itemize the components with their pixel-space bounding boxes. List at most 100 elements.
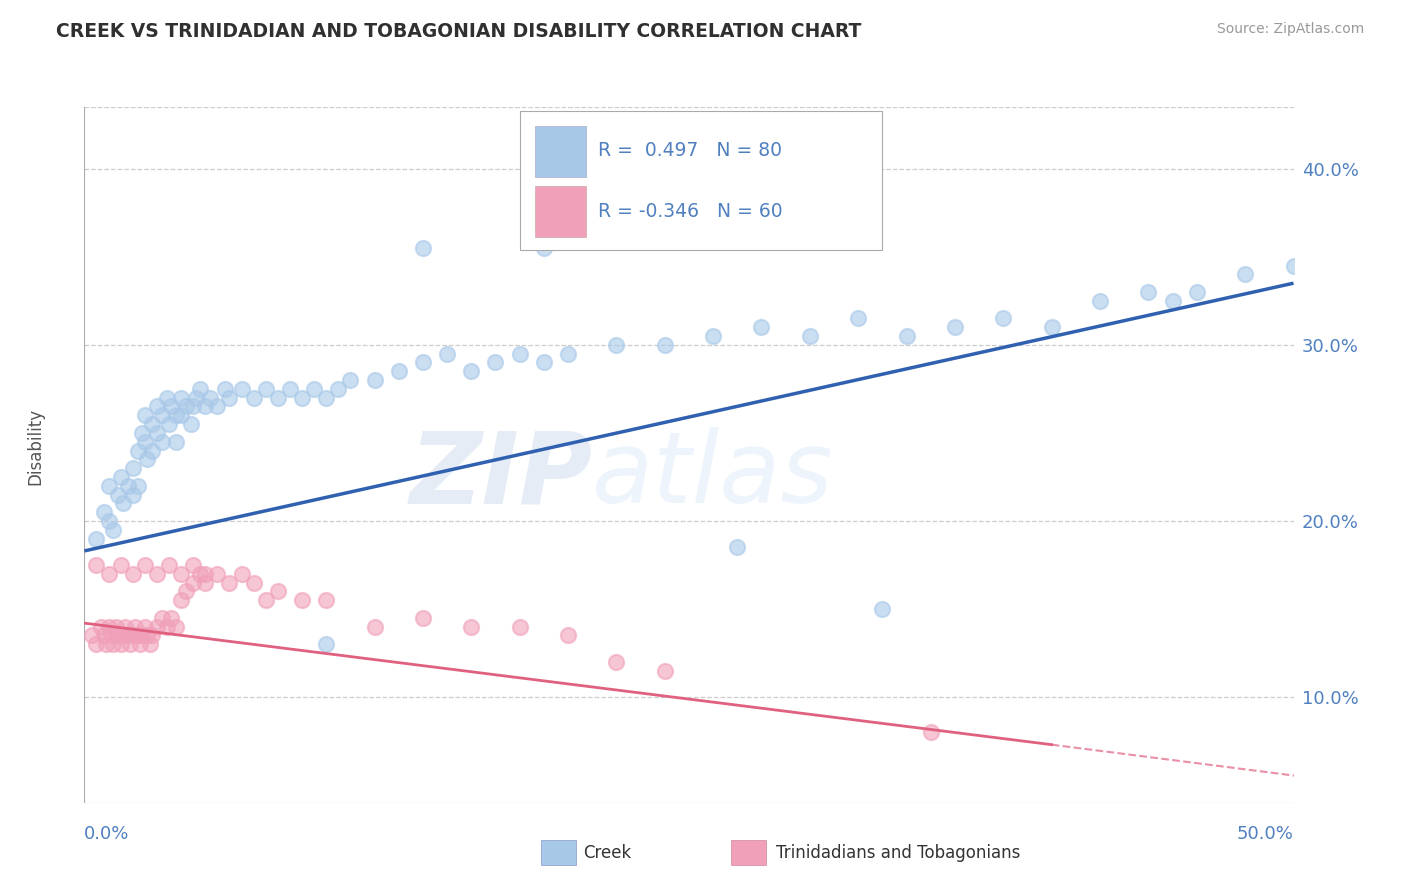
Point	[120, 637, 142, 651]
Point	[121, 628, 143, 642]
Point	[134, 409, 156, 423]
Point	[181, 400, 204, 414]
Point	[605, 655, 627, 669]
Point	[160, 400, 183, 414]
Point	[121, 566, 143, 581]
Point	[141, 417, 163, 431]
Point	[190, 566, 212, 581]
Point	[134, 620, 156, 634]
Point	[165, 434, 187, 449]
Point	[194, 566, 217, 581]
Point	[943, 320, 966, 334]
Point	[896, 329, 918, 343]
Point	[160, 611, 183, 625]
Text: R =  0.497   N = 80: R = 0.497 N = 80	[599, 141, 782, 161]
Point	[484, 355, 506, 369]
Point	[242, 391, 264, 405]
Point	[170, 566, 193, 581]
Point	[94, 637, 117, 651]
Point	[174, 584, 197, 599]
Point	[138, 637, 160, 651]
Point	[146, 400, 169, 414]
Point	[131, 425, 153, 440]
Text: 0.0%: 0.0%	[84, 825, 129, 843]
Point	[993, 311, 1015, 326]
Text: R = -0.346   N = 60: R = -0.346 N = 60	[599, 202, 783, 221]
Point	[846, 311, 869, 326]
Point	[150, 409, 173, 423]
Point	[127, 628, 149, 642]
Bar	[536, 186, 586, 237]
Point	[112, 496, 135, 510]
Point	[799, 329, 821, 343]
Point	[131, 628, 153, 642]
Point	[114, 620, 136, 634]
Point	[1234, 268, 1257, 282]
Point	[180, 417, 202, 431]
Point	[291, 593, 314, 607]
Point	[751, 320, 773, 334]
Point	[460, 620, 482, 634]
Point	[231, 566, 253, 581]
Point	[110, 558, 132, 572]
Point	[104, 620, 127, 634]
Point	[100, 628, 122, 642]
Point	[110, 470, 132, 484]
Point	[1185, 285, 1208, 299]
Point	[184, 391, 207, 405]
Point	[155, 620, 177, 634]
Point	[121, 461, 143, 475]
Point	[315, 391, 337, 405]
Point	[214, 382, 236, 396]
Text: CREEK VS TRINIDADIAN AND TOBAGONIAN DISABILITY CORRELATION CHART: CREEK VS TRINIDADIAN AND TOBAGONIAN DISA…	[56, 22, 862, 41]
Point	[181, 558, 204, 572]
Point	[190, 382, 212, 396]
Point	[328, 382, 350, 396]
Point	[86, 637, 108, 651]
Point	[127, 479, 149, 493]
Text: Disability: Disability	[27, 408, 44, 484]
Point	[97, 479, 120, 493]
Point	[165, 620, 187, 634]
Point	[155, 391, 177, 405]
Point	[86, 532, 108, 546]
Text: 50.0%: 50.0%	[1237, 825, 1294, 843]
Point	[509, 346, 531, 360]
Point	[1040, 320, 1063, 334]
Point	[103, 523, 125, 537]
Point	[146, 425, 169, 440]
Point	[194, 400, 217, 414]
Point	[103, 637, 125, 651]
Point	[86, 558, 108, 572]
Point	[165, 409, 187, 423]
Point	[170, 391, 193, 405]
Point	[150, 434, 173, 449]
Point	[150, 611, 173, 625]
Point	[436, 346, 458, 360]
Point	[97, 514, 120, 528]
Point	[181, 575, 204, 590]
Point	[141, 628, 163, 642]
Point	[117, 479, 139, 493]
Point	[97, 620, 120, 634]
Point	[302, 382, 325, 396]
Point	[97, 566, 120, 581]
Point	[254, 382, 277, 396]
Point	[124, 620, 146, 634]
Point	[291, 391, 314, 405]
Point	[315, 637, 337, 651]
Point	[136, 452, 159, 467]
Point	[702, 329, 724, 343]
Point	[146, 566, 169, 581]
Bar	[536, 126, 586, 177]
Point	[157, 417, 180, 431]
Point	[605, 338, 627, 352]
Point	[725, 541, 748, 555]
Point	[207, 400, 229, 414]
Point	[872, 602, 894, 616]
Point	[339, 373, 361, 387]
Point	[107, 487, 129, 501]
Point	[254, 593, 277, 607]
Point	[1137, 285, 1160, 299]
Point	[218, 391, 240, 405]
